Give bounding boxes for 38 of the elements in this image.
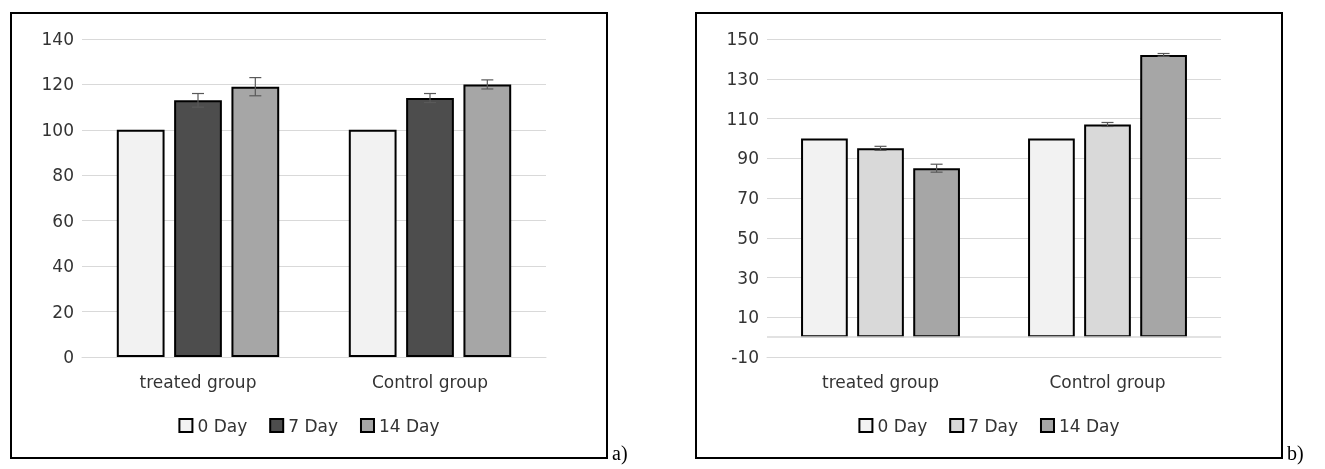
legend-label: 14 Day bbox=[378, 415, 440, 436]
y-tick-label: 10 bbox=[737, 307, 759, 328]
bar bbox=[913, 168, 960, 338]
y-tick-label: 90 bbox=[737, 148, 759, 169]
y-tick-label: 70 bbox=[737, 188, 759, 208]
y-tick-label: 100 bbox=[41, 119, 74, 140]
y-tick-label: 20 bbox=[52, 301, 74, 322]
legend-label: 14 Day bbox=[1058, 415, 1120, 436]
y-tick-label: 60 bbox=[52, 210, 74, 231]
y-tick-label: 40 bbox=[52, 256, 74, 277]
bar bbox=[406, 98, 454, 357]
text: b) bbox=[1287, 442, 1304, 465]
y-tick-label: 140 bbox=[41, 29, 74, 49]
y-tick-label: 150 bbox=[726, 29, 759, 49]
y-tick-label: 30 bbox=[737, 267, 759, 288]
legend-label: 0 Day bbox=[197, 415, 248, 436]
legend-label: 7 Day bbox=[288, 415, 338, 436]
legend-label: 0 Day bbox=[877, 415, 928, 436]
bar bbox=[463, 84, 512, 357]
bar bbox=[348, 129, 397, 357]
bar bbox=[116, 129, 165, 357]
bar bbox=[1140, 54, 1187, 338]
x-tick-label: treated group bbox=[822, 371, 939, 392]
bar bbox=[801, 138, 848, 338]
bar bbox=[1028, 138, 1075, 338]
x-tick-label: Control group bbox=[371, 371, 489, 392]
y-tick-label: 120 bbox=[41, 74, 74, 95]
y-tick-label: 50 bbox=[737, 227, 759, 248]
y-tick-label: 80 bbox=[52, 165, 74, 186]
x-tick-label: treated group bbox=[139, 371, 257, 392]
bar bbox=[231, 86, 280, 357]
text: a) bbox=[612, 442, 628, 465]
y-tick-label: 110 bbox=[726, 108, 759, 129]
y-tick-label: -10 bbox=[731, 347, 759, 367]
y-tick-label: 0 bbox=[63, 347, 74, 367]
x-tick-label: Control group bbox=[1049, 371, 1166, 392]
y-tick-label: 130 bbox=[726, 68, 759, 89]
legend-label: 7 Day bbox=[968, 415, 1018, 436]
